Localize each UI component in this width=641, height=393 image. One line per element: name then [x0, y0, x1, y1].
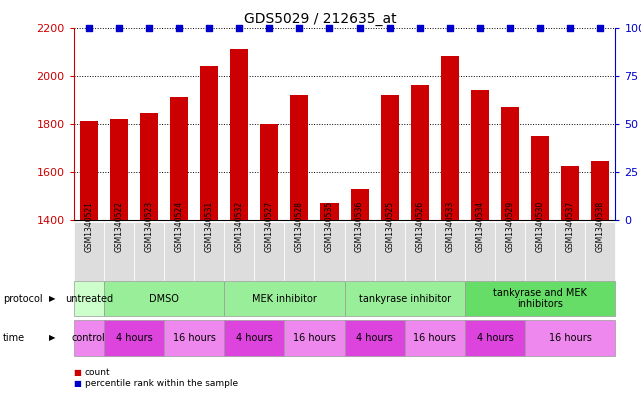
Bar	[351, 189, 369, 220]
Text: 4 hours: 4 hours	[236, 333, 272, 343]
Text: GSM1340524: GSM1340524	[174, 200, 183, 252]
Point	[83, 24, 94, 31]
Bar	[411, 85, 429, 220]
Text: GSM1340527: GSM1340527	[265, 200, 274, 252]
Text: GSM1340521: GSM1340521	[84, 200, 93, 252]
Text: GDS5029 / 212635_at: GDS5029 / 212635_at	[244, 12, 397, 26]
Text: count: count	[85, 368, 110, 376]
Bar	[260, 124, 278, 220]
Bar	[110, 119, 128, 220]
Bar	[79, 121, 98, 220]
Text: GSM1340522: GSM1340522	[114, 200, 123, 252]
Point	[204, 24, 214, 31]
Point	[324, 24, 335, 31]
Bar	[381, 95, 399, 220]
Point	[354, 24, 365, 31]
Point	[535, 24, 545, 31]
Text: 16 hours: 16 hours	[293, 333, 336, 343]
Point	[475, 24, 485, 31]
Text: 16 hours: 16 hours	[413, 333, 456, 343]
Text: GSM1340532: GSM1340532	[235, 200, 244, 252]
Text: GSM1340526: GSM1340526	[415, 200, 424, 252]
Text: protocol: protocol	[3, 294, 43, 304]
Point	[565, 24, 576, 31]
Bar	[140, 113, 158, 220]
Point	[234, 24, 244, 31]
Text: untreated: untreated	[65, 294, 113, 304]
Bar	[562, 166, 579, 220]
Text: DMSO: DMSO	[149, 294, 179, 304]
Text: GSM1340528: GSM1340528	[295, 200, 304, 252]
Text: time: time	[3, 333, 26, 343]
Text: 4 hours: 4 hours	[356, 333, 393, 343]
Text: GSM1340525: GSM1340525	[385, 200, 394, 252]
Text: tankyrase inhibitor: tankyrase inhibitor	[359, 294, 451, 304]
Text: GSM1340534: GSM1340534	[476, 200, 485, 252]
Point	[415, 24, 425, 31]
Bar	[290, 95, 308, 220]
Text: GSM1340537: GSM1340537	[566, 200, 575, 252]
Bar	[441, 56, 459, 220]
Point	[385, 24, 395, 31]
Text: tankyrase and MEK
inhibitors: tankyrase and MEK inhibitors	[493, 288, 587, 309]
Text: GSM1340529: GSM1340529	[506, 200, 515, 252]
Text: 16 hours: 16 hours	[172, 333, 215, 343]
Point	[174, 24, 184, 31]
Point	[445, 24, 455, 31]
Point	[113, 24, 124, 31]
Point	[505, 24, 515, 31]
Text: GSM1340531: GSM1340531	[204, 200, 213, 252]
Bar	[230, 49, 248, 220]
Point	[144, 24, 154, 31]
Text: percentile rank within the sample: percentile rank within the sample	[85, 379, 238, 387]
Text: ■: ■	[74, 368, 81, 376]
Text: GSM1340533: GSM1340533	[445, 200, 454, 252]
Point	[294, 24, 304, 31]
Text: ▶: ▶	[49, 294, 56, 303]
Bar	[471, 90, 489, 220]
Text: ▶: ▶	[49, 334, 56, 342]
Text: GSM1340535: GSM1340535	[325, 200, 334, 252]
Text: 16 hours: 16 hours	[549, 333, 592, 343]
Text: MEK inhibitor: MEK inhibitor	[252, 294, 317, 304]
Bar	[320, 203, 338, 220]
Bar	[200, 66, 218, 220]
Point	[595, 24, 606, 31]
Text: GSM1340536: GSM1340536	[355, 200, 364, 252]
Point	[264, 24, 274, 31]
Bar	[170, 97, 188, 220]
Text: control: control	[72, 333, 106, 343]
Text: GSM1340538: GSM1340538	[596, 200, 605, 252]
Bar	[531, 136, 549, 220]
Text: 4 hours: 4 hours	[115, 333, 153, 343]
Text: ■: ■	[74, 379, 81, 387]
Bar	[591, 161, 610, 220]
Text: GSM1340523: GSM1340523	[144, 200, 153, 252]
Text: 4 hours: 4 hours	[477, 333, 513, 343]
Bar	[501, 107, 519, 220]
Text: GSM1340530: GSM1340530	[536, 200, 545, 252]
